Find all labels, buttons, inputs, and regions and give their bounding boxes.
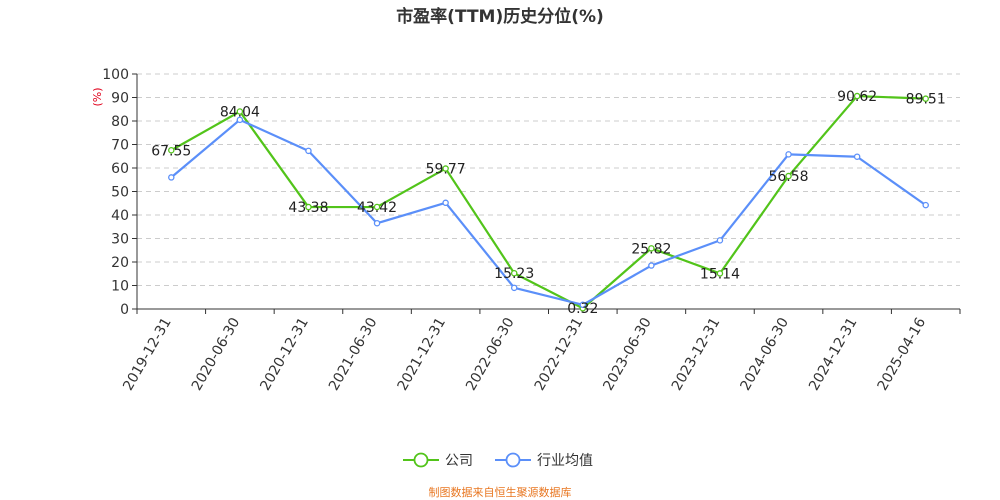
series-0-point-9 xyxy=(785,172,792,180)
data-labels: 67.55 84.04 43.38 43.42 59.77 15.23 0.32 25.82 1… xyxy=(151,89,946,317)
series-0-data-label-10: 90.62 xyxy=(837,89,877,105)
x-tick-label-11: 2025-04-16 xyxy=(875,315,930,394)
series-0-point-3 xyxy=(373,203,381,211)
series-0-data-label-9: 56.58 xyxy=(768,169,808,185)
series-line-0 xyxy=(170,94,926,310)
gridlines xyxy=(137,73,960,286)
y-tick-label-1: 10 xyxy=(111,279,129,295)
x-tick-label-5: 2022-06-30 xyxy=(463,315,518,393)
series-0-data-label-8: 15.14 xyxy=(700,266,740,282)
legend: 公司 行业均值 xyxy=(403,452,593,469)
x-tick-label-8: 2023-12-31 xyxy=(669,315,724,393)
x-tick-label-3: 2021-06-30 xyxy=(326,315,381,393)
series-lines xyxy=(168,92,929,312)
y-tick-label-0: 0 xyxy=(120,302,129,318)
y-tick-label-10: 100 xyxy=(102,67,129,83)
series-0-data-label-3: 43.42 xyxy=(357,200,397,216)
x-tick-label-7: 2023-06-30 xyxy=(600,315,655,393)
series-1-point-10 xyxy=(853,153,861,160)
series-1-point-7 xyxy=(648,262,655,269)
series-line-1 xyxy=(170,118,927,306)
series-0-data-label-5: 15.23 xyxy=(494,266,534,282)
series-0-data-label-0: 67.55 xyxy=(151,143,191,159)
series-0-point-1 xyxy=(236,108,244,115)
series-0-point-0 xyxy=(168,147,175,154)
series-0-point-8 xyxy=(716,270,724,277)
series-1-point-6 xyxy=(579,301,587,309)
series-0-point-10 xyxy=(853,92,861,100)
series-1-point-3 xyxy=(373,219,381,227)
series-1-point-0 xyxy=(168,174,175,181)
x-tick-label-10: 2024-12-31 xyxy=(806,315,861,393)
legend-marker-1 xyxy=(505,452,521,468)
series-0-data-label-1: 84.04 xyxy=(220,105,260,121)
y-axis-unit-label: (%) xyxy=(91,87,104,106)
y-tick-label-6: 60 xyxy=(111,161,129,177)
series-1-point-2 xyxy=(305,147,312,155)
y-tick-label-3: 30 xyxy=(111,232,129,248)
series-0-data-label-2: 43.38 xyxy=(288,200,328,216)
x-tick-label-4: 2021-12-31 xyxy=(395,315,450,393)
y-tick-label-8: 80 xyxy=(111,114,129,130)
y-tick-label-9: 90 xyxy=(111,91,129,107)
series-1-point-1 xyxy=(236,116,244,124)
x-tick-label-2: 2020-12-31 xyxy=(257,315,312,393)
series-0-data-label-7: 25.82 xyxy=(631,241,671,257)
legend-label-1: 行业均值 xyxy=(537,453,593,469)
x-tick-label-1: 2020-06-30 xyxy=(189,315,244,393)
series-0-point-5 xyxy=(510,269,518,277)
series-0-data-label-4: 59.77 xyxy=(426,162,466,178)
series-1-point-5 xyxy=(510,284,518,292)
y-tick-label-4: 40 xyxy=(111,208,129,224)
series-1-point-11 xyxy=(922,201,929,209)
series-0-point-4 xyxy=(442,165,449,172)
y-tick-label-5: 50 xyxy=(111,185,129,201)
legend-marker-0 xyxy=(413,452,429,468)
x-tick-label-6: 2022-12-31 xyxy=(532,315,587,393)
source-note: 制图数据来自恒生聚源数据库 xyxy=(429,485,572,499)
series-0-data-label-11: 89.51 xyxy=(906,92,946,108)
series-0-point-7 xyxy=(648,245,655,252)
y-tick-label-7: 70 xyxy=(111,138,129,154)
series-0-point-11 xyxy=(922,95,929,102)
legend-label-0: 公司 xyxy=(445,453,473,469)
series-1-point-9 xyxy=(785,151,792,158)
series-0-data-label-6: 0.32 xyxy=(567,301,598,317)
x-tick-label-0: 2019-12-31 xyxy=(120,315,175,393)
series-1-point-8 xyxy=(716,237,724,244)
chart-title: 市盈率(TTM)历史分位(%) xyxy=(396,6,604,27)
series-0-point-2 xyxy=(305,203,312,211)
x-tick-label-9: 2024-06-30 xyxy=(737,315,792,393)
y-tick-label-2: 20 xyxy=(111,255,129,271)
series-1-point-4 xyxy=(442,199,449,207)
